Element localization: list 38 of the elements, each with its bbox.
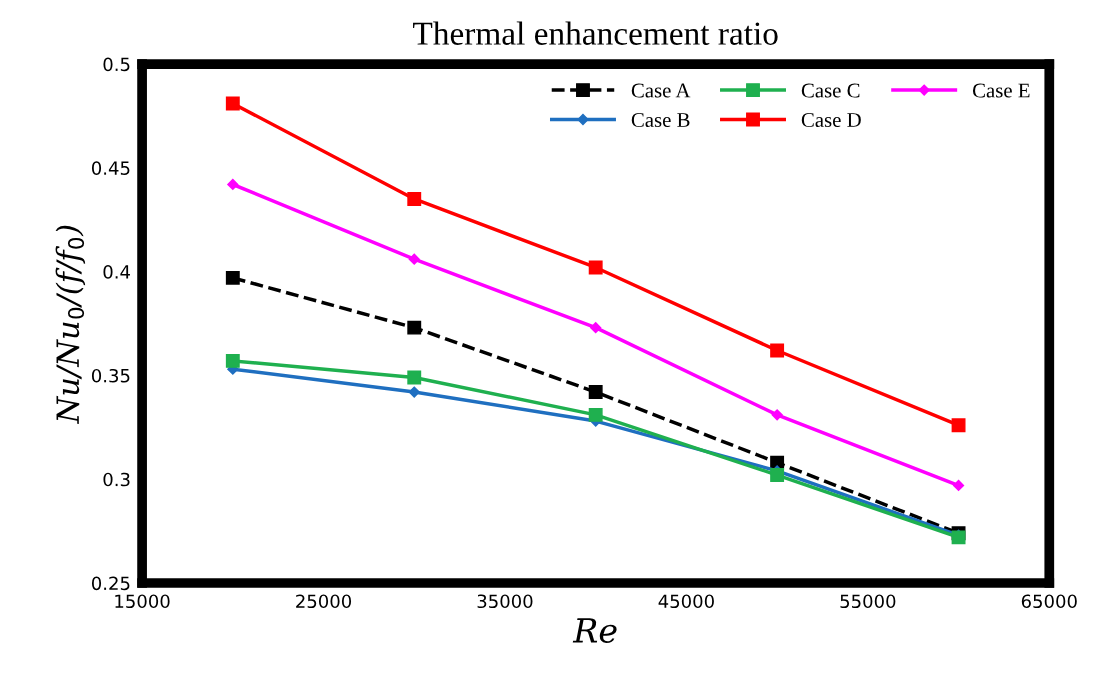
- y-axis-title: Nu/Nu$_{0}$/(f/f$_{0}$): [55, 225, 86, 425]
- y-tick-label: 0.45: [91, 161, 130, 175]
- point: [590, 322, 602, 334]
- point: [407, 192, 422, 206]
- point: [951, 418, 966, 433]
- point: [588, 260, 603, 275]
- legend-label: Case B: [631, 113, 690, 128]
- point: [408, 253, 420, 265]
- point: [225, 96, 240, 111]
- point: [771, 409, 783, 421]
- point: [225, 270, 240, 285]
- point: [407, 370, 422, 385]
- point: [588, 407, 603, 422]
- legend-label: Case E: [972, 83, 1030, 98]
- x-tick-label: 65000: [1021, 594, 1077, 609]
- point: [407, 320, 422, 335]
- point: [588, 385, 603, 399]
- point: [770, 343, 785, 358]
- point: [227, 178, 239, 191]
- x-tick-label: 45000: [658, 594, 714, 609]
- chart-title: Thermal enhancement ratio: [413, 21, 778, 45]
- x-tick-label: 25000: [296, 594, 352, 609]
- point: [770, 468, 785, 483]
- x-tick-label: 35000: [477, 594, 533, 609]
- y-tick-label: 0.35: [91, 368, 130, 383]
- point: [952, 479, 965, 492]
- legend-label: Case C: [801, 83, 860, 98]
- point: [408, 386, 420, 398]
- y-tick-label: 0.5: [103, 57, 130, 72]
- legend-label: Case A: [631, 83, 691, 98]
- legend-label: Case D: [801, 113, 861, 128]
- x-tick-label: 55000: [840, 594, 896, 609]
- y-tick-label: 0.3: [103, 472, 130, 487]
- x-tick-label: 15000: [115, 594, 170, 609]
- x-axis-title: Re: [572, 618, 617, 643]
- point: [225, 353, 240, 368]
- y-tick-label: 0.25: [91, 576, 130, 591]
- y-tick-label: 0.4: [103, 265, 130, 279]
